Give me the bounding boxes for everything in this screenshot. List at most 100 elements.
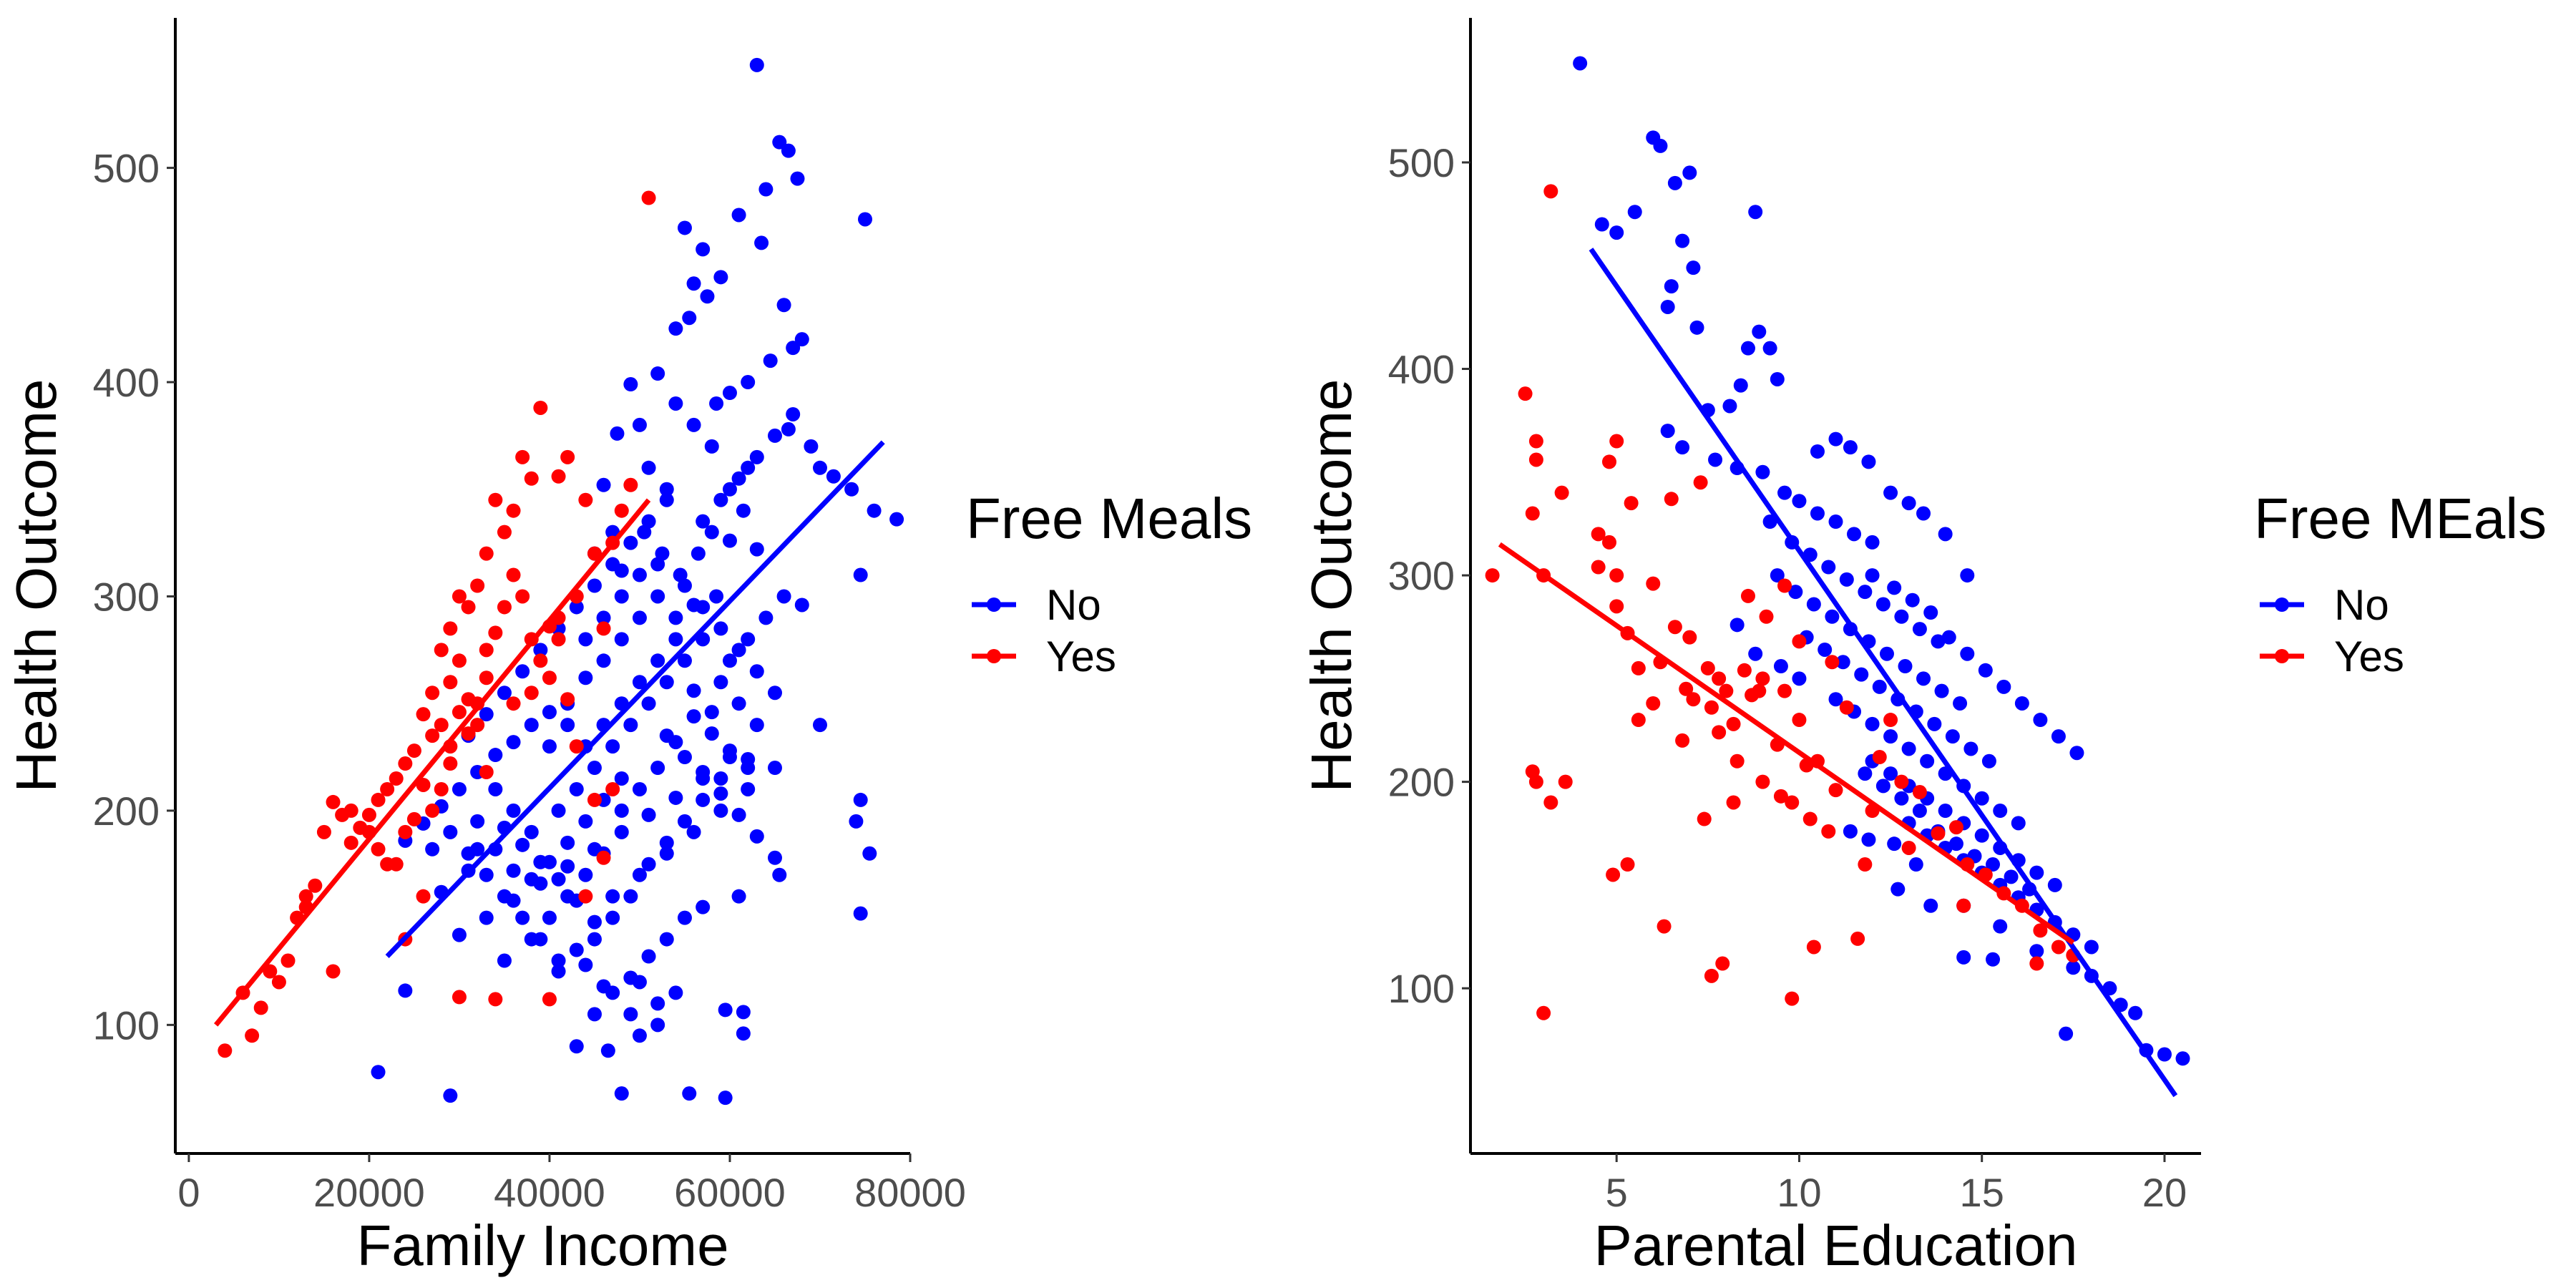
data-point xyxy=(587,1007,602,1022)
data-point xyxy=(587,792,602,807)
data-point xyxy=(443,675,458,690)
data-point xyxy=(596,850,611,865)
data-point xyxy=(506,863,521,878)
legend-key-point xyxy=(987,597,1001,612)
data-point xyxy=(587,546,602,561)
data-point xyxy=(1748,646,1763,661)
data-point xyxy=(1923,898,1938,913)
data-point xyxy=(1894,774,1909,789)
legend-label: No xyxy=(1046,581,1101,629)
data-point xyxy=(560,859,575,874)
data-point xyxy=(1792,671,1807,686)
data-point xyxy=(1708,452,1723,467)
data-point xyxy=(668,396,683,411)
data-point xyxy=(1941,630,1956,645)
legend-label: No xyxy=(2334,581,2389,629)
data-point xyxy=(1858,766,1873,781)
data-point xyxy=(1733,378,1748,393)
data-point xyxy=(794,332,809,347)
data-point xyxy=(741,752,756,767)
data-point xyxy=(1518,386,1533,401)
data-point xyxy=(1657,919,1672,934)
data-point xyxy=(641,857,656,872)
data-point xyxy=(2128,1005,2143,1020)
data-point xyxy=(849,814,864,829)
data-point xyxy=(551,632,566,647)
data-point xyxy=(668,321,683,336)
data-point xyxy=(812,460,827,475)
data-point xyxy=(1901,496,1916,511)
data-point xyxy=(1865,716,1880,731)
data-point xyxy=(2051,940,2066,955)
data-point xyxy=(1664,492,1679,507)
data-point xyxy=(1601,454,1616,469)
data-point xyxy=(767,761,782,776)
data-point xyxy=(1912,804,1927,819)
data-point xyxy=(1679,681,1694,696)
data-point xyxy=(1858,585,1873,600)
data-point xyxy=(488,492,503,507)
data-point xyxy=(533,643,548,658)
data-point xyxy=(1606,867,1621,882)
data-point xyxy=(488,781,503,796)
data-point xyxy=(696,514,711,529)
data-point xyxy=(731,807,746,822)
x-axis-title: Parental Education xyxy=(1594,1214,2077,1277)
x-tick-label: 60000 xyxy=(674,1170,786,1215)
data-point xyxy=(2069,746,2084,761)
data-point xyxy=(1740,341,1755,356)
data-point xyxy=(569,942,584,957)
data-point xyxy=(1712,725,1727,740)
data-point xyxy=(1591,527,1606,542)
data-point xyxy=(1792,634,1807,649)
data-point xyxy=(1916,671,1931,686)
data-point xyxy=(677,750,692,765)
data-point xyxy=(713,621,728,636)
y-tick-label: 300 xyxy=(93,574,160,619)
data-point xyxy=(659,482,674,497)
data-point xyxy=(867,503,882,518)
data-point xyxy=(506,567,521,582)
data-point xyxy=(1627,205,1642,220)
data-point xyxy=(614,771,629,786)
data-point xyxy=(1905,592,1920,608)
data-point xyxy=(614,589,629,604)
data-point xyxy=(704,439,719,454)
data-point xyxy=(497,525,512,540)
data-point xyxy=(1729,618,1745,633)
data-point xyxy=(1879,646,1894,661)
data-point xyxy=(704,705,719,720)
data-point xyxy=(1828,431,1843,447)
data-point xyxy=(1792,713,1807,728)
data-point xyxy=(497,889,512,904)
data-point xyxy=(691,546,706,561)
data-point xyxy=(461,846,476,861)
data-point xyxy=(736,1026,751,1041)
data-point xyxy=(1773,789,1788,804)
data-point xyxy=(1792,494,1807,509)
x-tick-label: 40000 xyxy=(494,1170,605,1215)
data-point xyxy=(713,771,728,786)
data-point xyxy=(551,964,566,979)
data-point xyxy=(443,1088,458,1103)
x-tick-label: 10 xyxy=(1777,1170,1821,1215)
y-axis-title: Health Outcome xyxy=(1299,379,1363,792)
data-point xyxy=(1887,580,1902,595)
data-point xyxy=(1686,692,1701,707)
data-point xyxy=(1664,279,1679,294)
data-point xyxy=(677,814,692,829)
data-point xyxy=(1858,857,1873,872)
data-point xyxy=(713,786,728,801)
data-point xyxy=(542,739,557,754)
data-point xyxy=(253,1000,268,1015)
data-point xyxy=(605,557,620,572)
data-point xyxy=(2084,940,2099,955)
data-point xyxy=(659,932,674,947)
data-point xyxy=(668,790,683,805)
data-point xyxy=(1901,741,1916,756)
chart-panel-2: 5 10 15 20 100 200 300 400 500 Parental Education… xyxy=(1299,18,2547,1277)
data-point xyxy=(551,803,566,818)
y-tick-label: 200 xyxy=(1388,760,1455,805)
